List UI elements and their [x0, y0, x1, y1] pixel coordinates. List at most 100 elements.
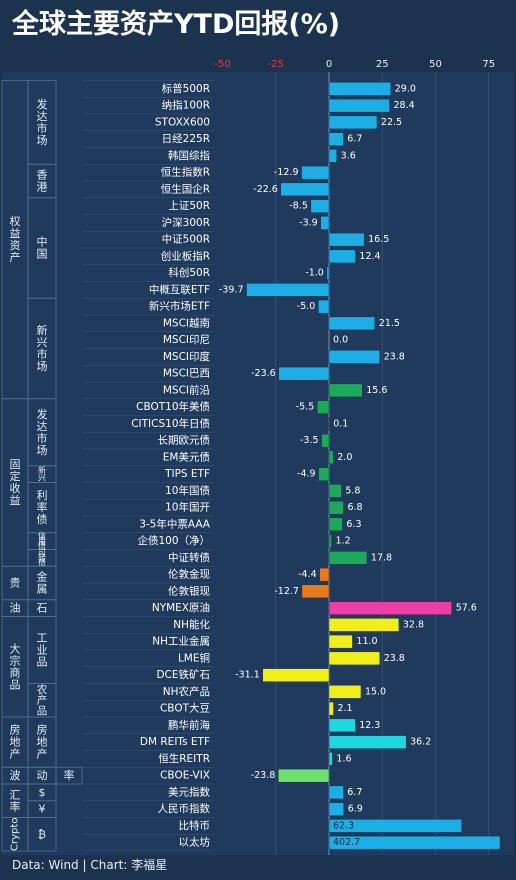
bar	[328, 115, 378, 130]
bar	[310, 199, 330, 213]
chart-footer: Data: Wind | Chart: 李福星	[12, 856, 167, 873]
value-label: 29.0	[395, 83, 416, 94]
bar	[328, 785, 344, 800]
group-label: 动	[37, 769, 48, 782]
group-label: 贵	[10, 577, 21, 590]
category-label: 伦敦金现	[168, 568, 210, 581]
category-label: 企债100（净）	[137, 534, 210, 547]
value-label: -4.9	[297, 469, 316, 480]
bar	[319, 567, 330, 582]
bar	[328, 685, 362, 699]
bar	[328, 450, 334, 465]
group-label: 中国	[37, 236, 48, 261]
category-label: 鹏华前海	[168, 718, 210, 731]
category-label: 3-5年中票AAA	[139, 517, 211, 530]
category-label: 日经225R	[162, 132, 210, 145]
bar	[280, 182, 330, 197]
group-label: 发达市场	[37, 407, 48, 457]
category-label: CITICS10年日债	[131, 417, 210, 430]
bar	[278, 768, 330, 783]
group-label: 新兴市场	[37, 323, 48, 373]
category-label: TIPS ETF	[164, 468, 210, 480]
chart-title: 全球主要资产YTD回报(%)	[12, 9, 341, 40]
chart-credit: Chart: 李福星	[90, 858, 168, 872]
group-label: 汇率	[10, 788, 21, 813]
value-label: 3.6	[341, 150, 356, 161]
x-tick-label: 75	[482, 59, 495, 70]
footer-separator: |	[82, 858, 87, 872]
category-label: 10年国债	[165, 484, 210, 497]
value-label: 57.6	[456, 603, 477, 614]
category-label: 10年国开	[165, 501, 210, 514]
bar	[326, 266, 330, 280]
category-label: 沪深300R	[162, 216, 210, 229]
category-label: 纳指100R	[162, 99, 210, 112]
group-label: 权益资产	[10, 215, 21, 264]
category-label: 人民币指数	[158, 802, 211, 815]
bar	[328, 82, 391, 96]
value-label: -39.7	[219, 284, 244, 295]
bar	[328, 232, 365, 247]
x-tick-label: -25	[268, 59, 284, 70]
x-tick-label: 50	[429, 59, 442, 70]
category-label: 中证转债	[168, 551, 210, 564]
plot-background	[2, 72, 514, 855]
group-label: 房地产	[10, 724, 21, 761]
bar	[328, 534, 332, 548]
bar	[278, 366, 330, 381]
group-label: $	[39, 786, 46, 799]
value-label: 5.8	[345, 485, 360, 496]
group-label: 金属	[37, 570, 48, 596]
value-label: 23.8	[384, 351, 405, 362]
value-label: -4.4	[298, 569, 317, 580]
value-label: 2.0	[337, 452, 352, 463]
bar	[328, 551, 368, 565]
bar	[328, 500, 344, 515]
value-label: 17.8	[371, 552, 392, 563]
bar	[320, 216, 330, 230]
value-label: 6.7	[347, 787, 362, 798]
category-label: 标普500R	[162, 82, 210, 95]
group-box	[27, 817, 57, 852]
group-label: 新兴	[38, 465, 46, 482]
value-label: 0.0	[333, 335, 348, 346]
category-label: MSCI越南	[163, 316, 210, 329]
group-label: 可转债	[38, 548, 46, 567]
category-label: STOXX600	[155, 116, 210, 128]
group-label: 率	[64, 768, 75, 782]
bar	[301, 584, 330, 599]
bar	[328, 249, 356, 264]
category-label: 创业板指R	[161, 249, 210, 262]
category-label: 恒生指数R	[161, 166, 210, 179]
bar	[328, 618, 400, 632]
value-label: -12.7	[274, 586, 299, 597]
category-label: LME铜	[178, 652, 210, 664]
group-label: 信用债	[38, 531, 46, 551]
value-label: -3.5	[300, 435, 319, 446]
value-label: 36.2	[410, 737, 431, 748]
x-tick-label: -50	[214, 59, 230, 70]
group-label: 石	[37, 602, 48, 615]
value-label: 0.1	[333, 418, 348, 429]
value-label: 16.5	[368, 234, 389, 245]
value-label: -5.0	[297, 301, 316, 312]
category-label: CBOE-VIX	[160, 770, 210, 782]
value-label: 62.3	[333, 820, 354, 831]
value-label: 12.4	[359, 251, 380, 262]
category-label: 恒生REITR	[158, 752, 210, 765]
value-label: -22.6	[253, 184, 278, 195]
category-label: 以太坊	[179, 836, 211, 849]
bar	[328, 417, 331, 431]
bar	[328, 835, 501, 850]
value-label: 6.9	[348, 804, 363, 815]
value-label: 22.5	[381, 117, 402, 128]
category-label: CBOT大豆	[160, 702, 210, 715]
value-label: -31.1	[235, 670, 260, 681]
bar	[317, 400, 330, 414]
category-label: EM美元债	[163, 450, 210, 463]
category-label: 长期欧元债	[158, 434, 211, 447]
group-label: ¥	[39, 803, 46, 816]
category-label: 中概互联ETF	[149, 283, 210, 296]
category-label: 韩国综指	[168, 149, 210, 162]
